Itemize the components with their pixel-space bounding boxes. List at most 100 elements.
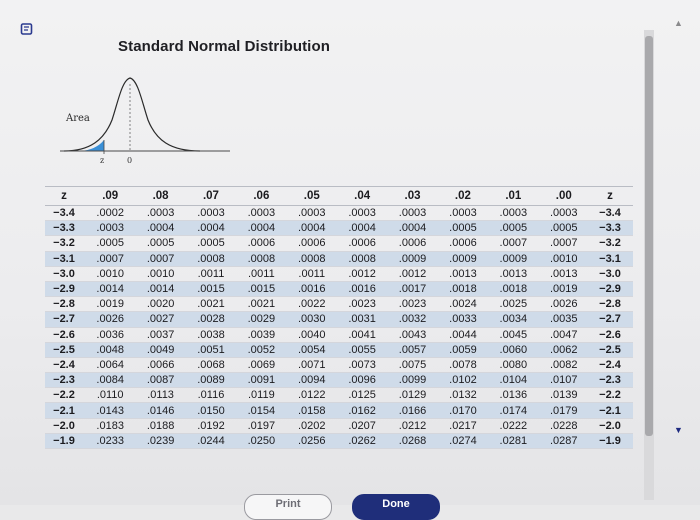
table-cell: .0008 [187,251,239,267]
book-icon[interactable] [20,22,34,36]
row-z-value-right: −3.0 [591,266,633,282]
table-cell: .0026 [540,296,591,313]
table-cell: .0041 [338,327,390,343]
table-cell: .0027 [137,311,188,328]
table-cell: .0018 [439,281,491,298]
table-cell: .0020 [137,296,188,313]
row-z-value-right: −2.9 [591,281,633,298]
table-cell: .0116 [187,387,239,404]
table-cell: .0104 [490,372,541,389]
table-row: −2.8.0019.0020.0021.0021.0022.0023.0023.… [45,296,633,313]
triangle-up-icon[interactable]: ▲ [674,18,683,28]
table-cell: .0010 [540,251,591,267]
table-cell: .0022 [288,296,339,313]
table-cell: .0132 [439,387,491,404]
table-cell: .0078 [439,357,491,374]
table-cell: .0036 [87,327,138,343]
row-z-value-right: −3.4 [591,205,633,222]
table-row: −2.2.0110.0113.0116.0119.0122.0125.0129.… [45,387,633,404]
table-cell: .0004 [389,220,440,237]
table-cell: .0016 [338,281,390,298]
table-cell: .0087 [137,372,188,389]
table-cell: .0028 [187,311,239,328]
table-cell: .0207 [338,418,390,434]
table-cell: .0033 [439,311,491,328]
table-cell: .0003 [137,205,188,222]
table-cell: .0004 [238,220,289,237]
table-cell: .0051 [187,342,239,358]
row-z-value: −2.7 [45,311,87,328]
table-cell: .0055 [338,342,390,358]
row-z-value: −3.0 [45,266,87,282]
table-cell: .0011 [238,266,289,282]
table-row: −2.9.0014.0014.0015.0015.0016.0016.0017.… [45,281,633,298]
table-cell: .0004 [187,220,239,237]
table-cell: .0037 [137,327,188,343]
done-button[interactable]: Done [352,494,440,520]
row-z-value: −2.2 [45,387,87,404]
table-row: −2.0.0183.0188.0192.0197.0202.0207.0212.… [45,418,633,434]
table-cell: .0005 [490,220,541,237]
table-cell: .0018 [490,281,541,298]
column-header: .09 [87,186,138,206]
table-cell: .0013 [540,266,591,282]
normal-curve-svg: z 0 [60,77,230,165]
row-z-value-right: −2.3 [591,372,633,389]
curve-zero-label: 0 [127,156,132,165]
table-cell: .0009 [490,251,541,267]
table-cell: .0146 [137,402,188,419]
row-z-value-right: −2.1 [591,402,633,419]
table-cell: .0162 [338,402,390,419]
table-cell: .0015 [187,281,239,298]
area-label: Area [66,113,90,124]
table-cell: .0250 [238,433,289,450]
table-cell: .0054 [288,342,339,358]
table-cell: .0102 [439,372,491,389]
row-z-value: −2.6 [45,327,87,343]
table-cell: .0082 [540,357,591,374]
table-cell: .0069 [238,357,289,374]
table-cell: .0021 [238,296,289,313]
table-cell: .0183 [87,418,138,434]
table-row: −3.3.0003.0004.0004.0004.0004.0004.0004.… [45,220,633,237]
table-row: −3.2.0005.0005.0005.0006.0006.0006.0006.… [45,235,633,252]
row-z-value-right: −2.4 [591,357,633,374]
row-z-value-right: −2.0 [591,418,633,434]
table-cell: .0228 [540,418,591,434]
table-cell: .0006 [389,235,440,252]
table-cell: .0008 [238,251,289,267]
table-cell: .0113 [137,387,188,404]
table-cell: .0006 [238,235,289,252]
table-cell: .0136 [490,387,541,404]
table-cell: .0010 [137,266,188,282]
table-cell: .0043 [389,327,440,343]
table-cell: .0004 [288,220,339,237]
table-cell: .0005 [187,235,239,252]
table-cell: .0281 [490,433,541,450]
table-cell: .0004 [137,220,188,237]
row-z-value-right: −3.1 [591,251,633,267]
table-cell: .0019 [540,281,591,298]
table-cell: .0009 [439,251,491,267]
row-z-value: −2.5 [45,342,87,358]
normal-curve-figure: z 0 [60,70,235,175]
table-cell: .0158 [288,402,339,419]
triangle-down-icon[interactable]: ▼ [674,425,683,435]
table-cell: .0003 [288,205,339,222]
row-z-value-right: −2.8 [591,296,633,313]
scrollbar-thumb[interactable] [645,36,653,436]
table-cell: .0002 [87,205,138,222]
table-cell: .0012 [389,266,440,282]
table-row: −2.5.0048.0049.0051.0052.0054.0055.0057.… [45,342,633,358]
print-button[interactable]: Print [244,494,332,520]
table-cell: .0045 [490,327,541,343]
table-cell: .0040 [288,327,339,343]
table-cell: .0009 [389,251,440,267]
table-cell: .0017 [389,281,440,298]
row-z-value: −3.3 [45,220,87,237]
table-cell: .0016 [288,281,339,298]
table-cell: .0089 [187,372,239,389]
column-header: .08 [137,186,188,206]
table-cell: .0107 [540,372,591,389]
shaded-area [80,140,104,151]
